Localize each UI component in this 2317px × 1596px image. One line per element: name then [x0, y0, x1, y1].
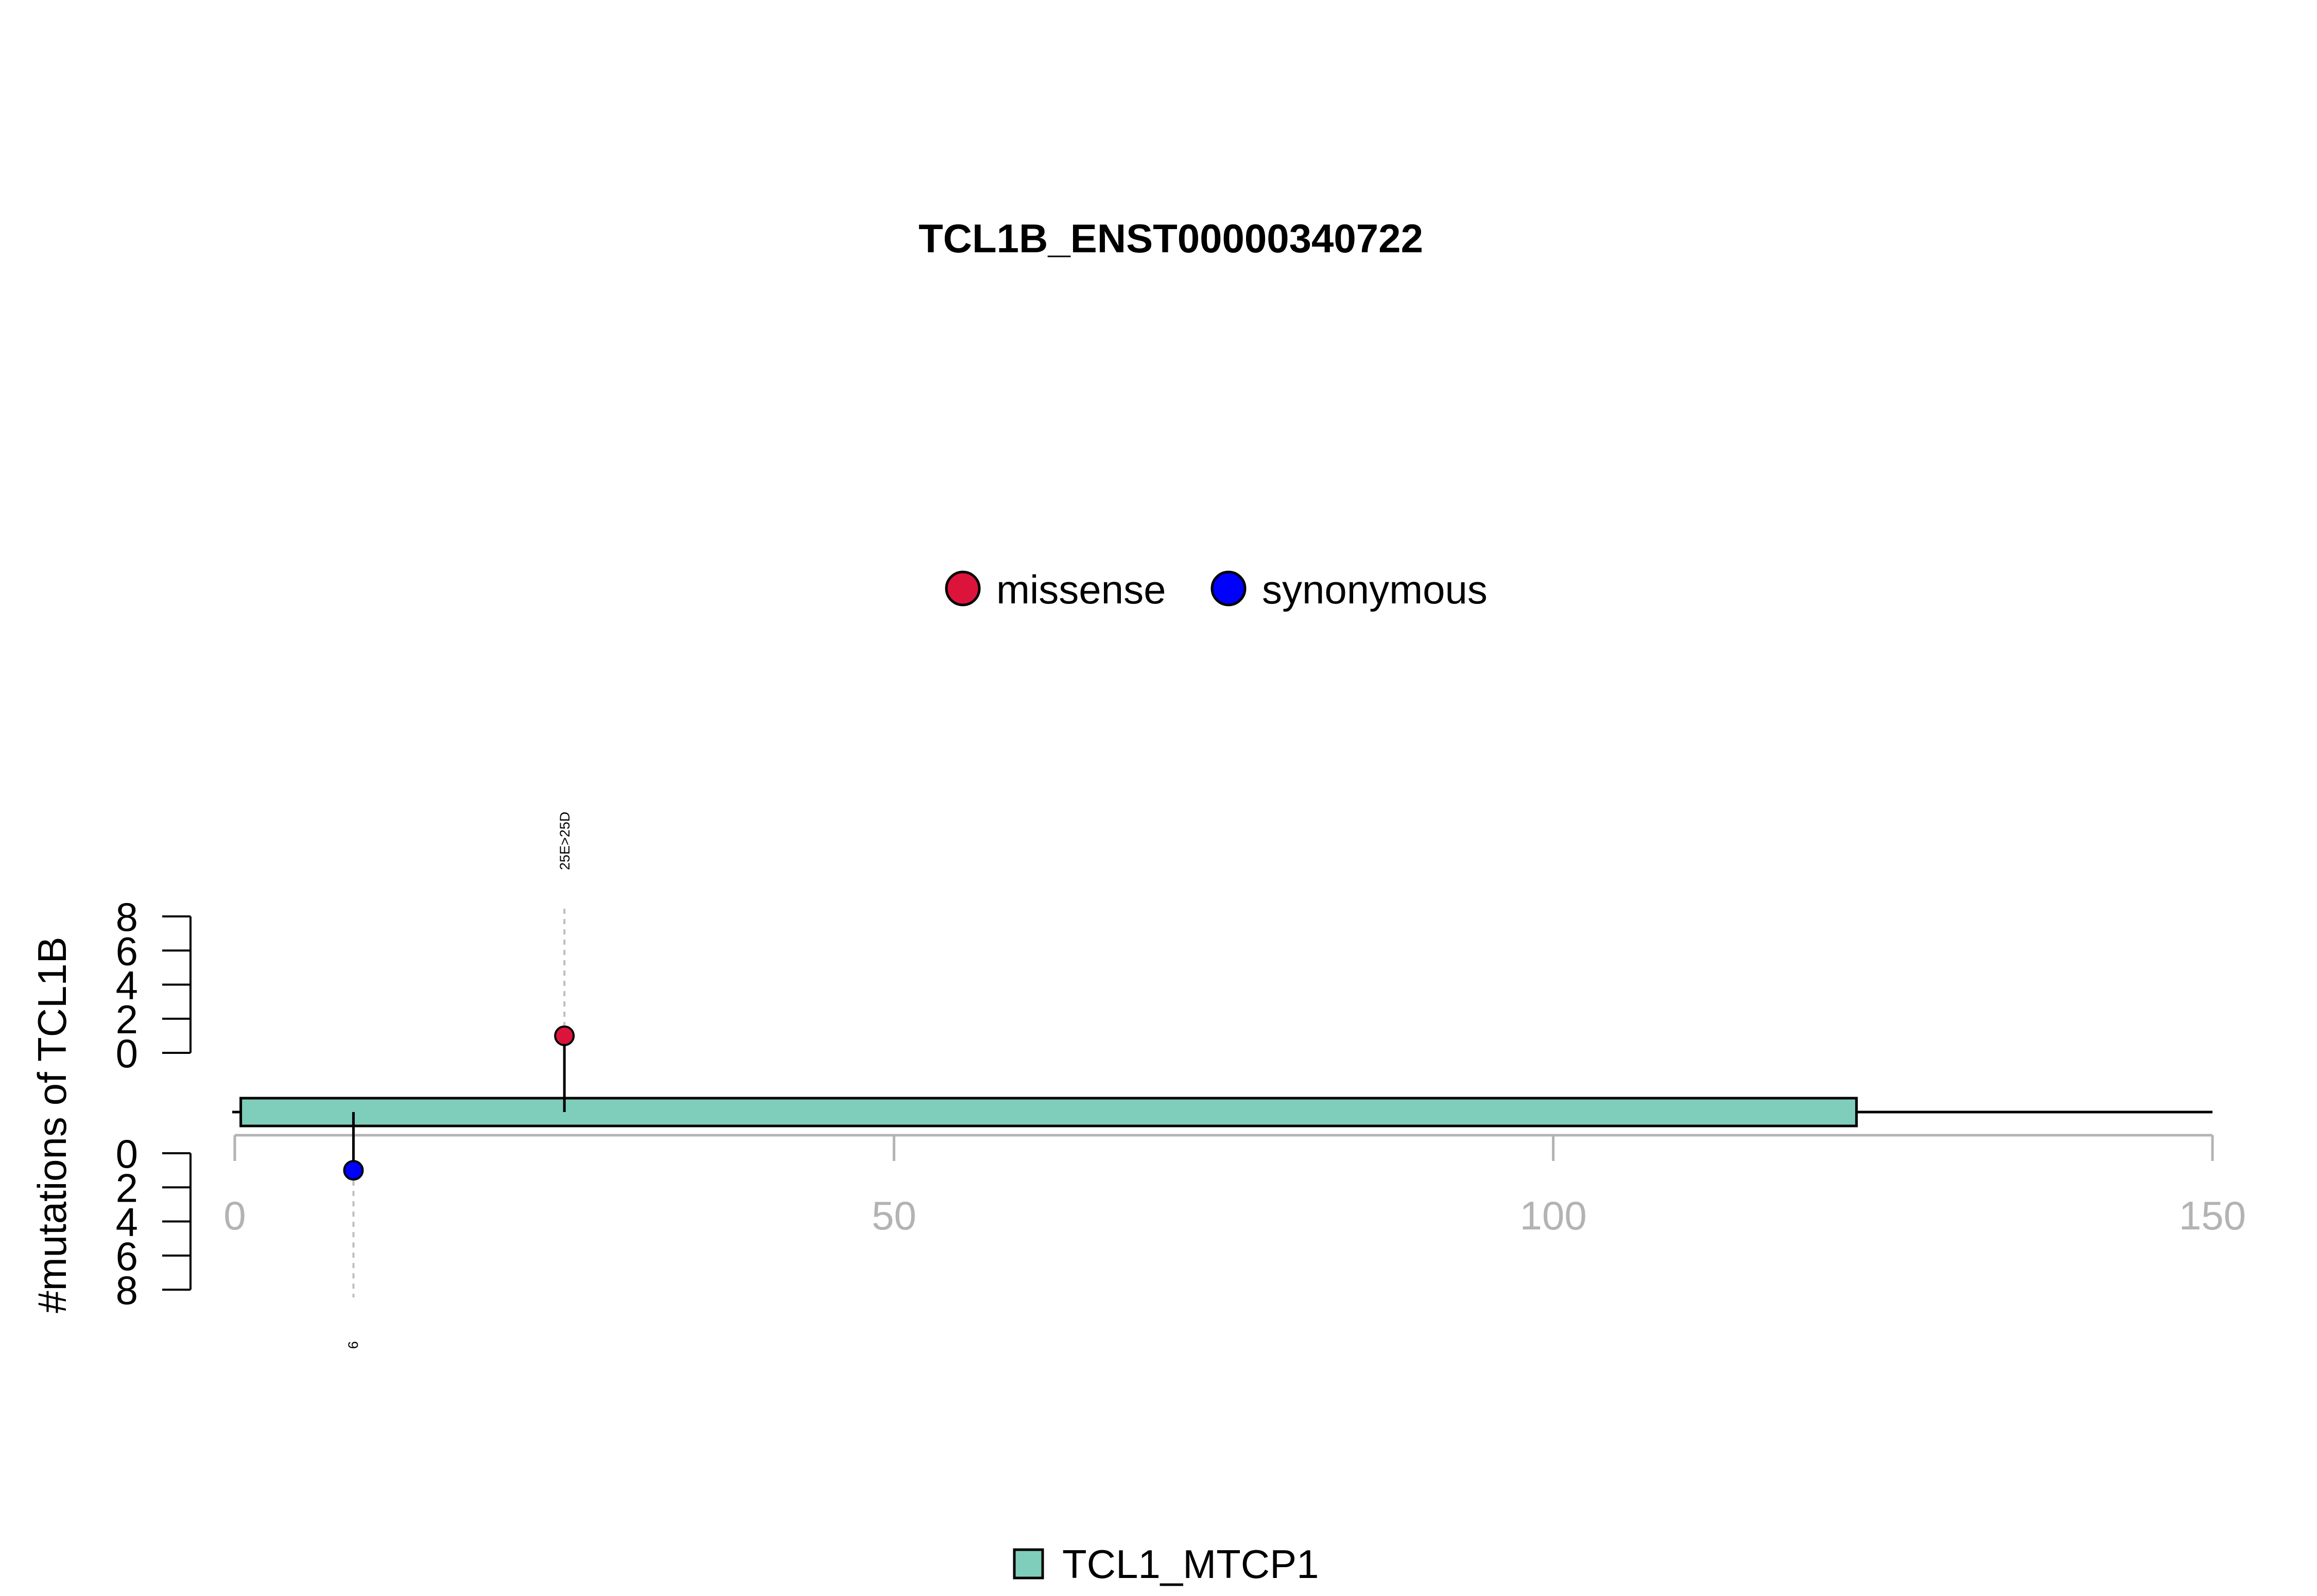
y-tick-label-bottom-4: 4: [116, 1200, 138, 1245]
legend-marker-synonymous: [1211, 570, 1247, 606]
mutation-label-9: 9: [345, 1341, 360, 1349]
x-tick-label-100: 100: [1520, 1193, 1587, 1238]
y-tick-label-bottom-2: 2: [116, 1165, 138, 1210]
legend-swatch-TCL1_MTCP1: [1013, 1548, 1044, 1580]
legend-bottom: TCL1_MTCP1: [1013, 1541, 1319, 1587]
y-axis-label: #mutations of TCL1B: [29, 936, 75, 1313]
legend-label-missense: missense: [996, 567, 1166, 612]
legend-label-synonymous: synonymous: [1262, 567, 1488, 612]
chart-title: TCL1B_ENST00000340722: [919, 216, 1423, 261]
y-tick-label-bottom-6: 6: [116, 1234, 138, 1279]
mutation-label-25: 25E>25D: [557, 812, 573, 870]
protein-track: [232, 1097, 2212, 1127]
x-axis: 0 50 100 150: [223, 1134, 2246, 1238]
mutation-lollipops: 25E>25D 9: [343, 812, 575, 1349]
y-tick-label-top-6: 6: [116, 928, 138, 974]
y-tick-label-top-8: 8: [116, 894, 138, 940]
domain-TCL1_MTCP1: [239, 1097, 1858, 1127]
y-tick-label-bottom-8: 8: [116, 1268, 138, 1313]
x-tick-label-150: 150: [2179, 1193, 2246, 1238]
mutation-point-synonymous-9: [343, 1160, 364, 1181]
y-tick-label-top-0: 0: [116, 1031, 138, 1076]
x-tick-label-50: 50: [872, 1193, 917, 1238]
y-tick-label-top-4: 4: [116, 963, 138, 1008]
legend-marker-missense: [945, 570, 981, 606]
legend-label-TCL1_MTCP1: TCL1_MTCP1: [1062, 1541, 1319, 1587]
y-tick-label-top-2: 2: [116, 997, 138, 1042]
y-tick-label-bottom-0: 0: [116, 1131, 138, 1176]
x-tick-label-0: 0: [223, 1193, 246, 1238]
legend-top: missense synonymous: [945, 567, 1488, 612]
mutation-point-missense-25: [554, 1025, 575, 1046]
